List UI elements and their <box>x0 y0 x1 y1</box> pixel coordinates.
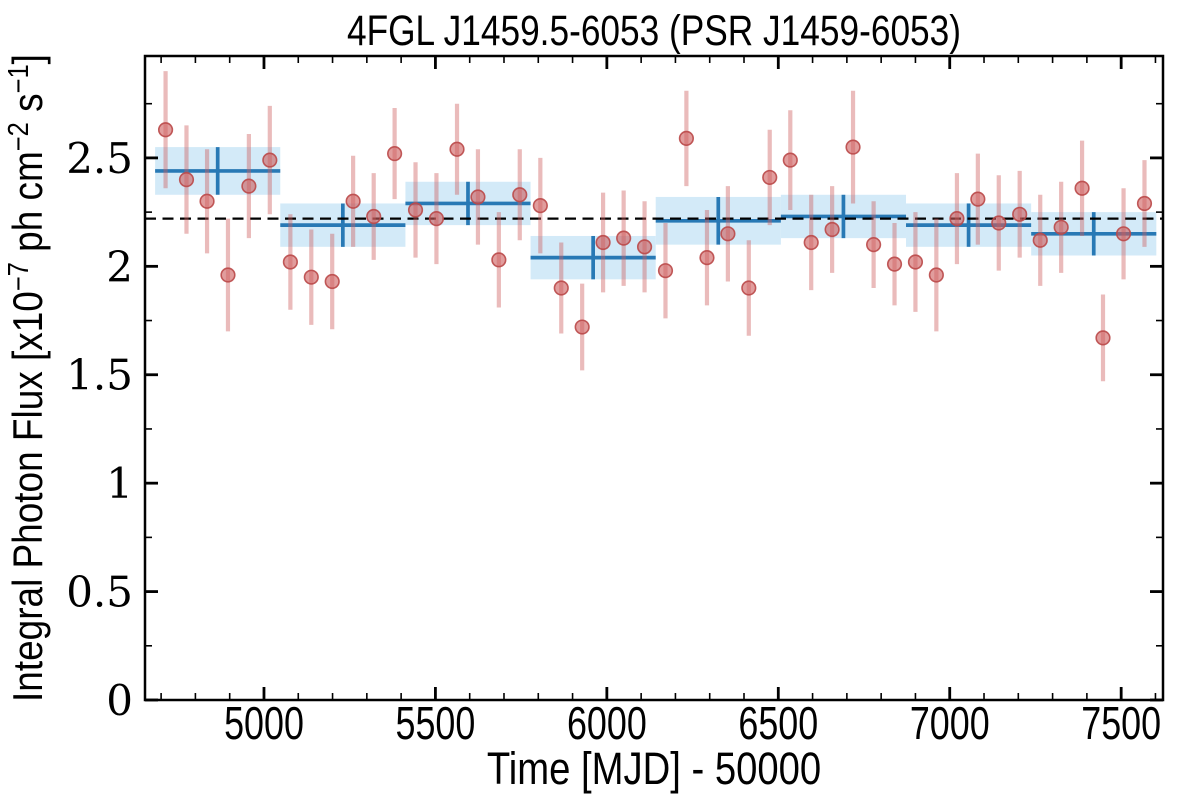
plot-frame <box>143 54 1165 702</box>
flux-point-marker <box>262 152 278 168</box>
flux-point-marker <box>345 193 361 209</box>
yearly-bin-lines-layer <box>155 147 1157 280</box>
flux-point-marker <box>1074 180 1090 196</box>
x-tick-label: 7000 <box>910 698 990 749</box>
flux-point-marker <box>595 234 611 251</box>
flux-point-marker <box>907 254 924 270</box>
flux-point-marker <box>699 250 715 266</box>
flux-point-marker <box>782 152 798 168</box>
x-axis-label: Time [MJD] - 50000 <box>487 743 821 794</box>
y-tick-label: 1.5 <box>66 351 133 400</box>
flux-point-marker <box>866 237 882 253</box>
y-tick-label: 0 <box>106 676 133 725</box>
flux-point-marker <box>845 139 861 155</box>
flux-point-marker <box>991 215 1007 231</box>
flux-point-marker <box>241 178 257 194</box>
y-tick-label: 2 <box>106 242 133 291</box>
flux-points-layer <box>157 122 1153 346</box>
flux-point-marker <box>1053 219 1069 235</box>
flux-point-marker <box>1095 330 1111 346</box>
flux-point-marker <box>762 169 778 186</box>
flux-point-marker <box>428 211 445 227</box>
y-axis-label: Integral Photon Flux [x10−7 ph cm−2 s−1] <box>1 54 51 702</box>
chart-title: 4FGL J1459.5-6053 (PSR J1459-6053) <box>347 7 961 55</box>
flux-point-marker <box>949 211 965 227</box>
y-axis-label-text: ph cm <box>5 151 52 262</box>
flux-point-marker <box>1136 195 1153 212</box>
flux-point-marker <box>532 198 548 214</box>
y-axis-label-text: ] <box>5 54 52 64</box>
x-tick-label: 6000 <box>567 698 647 749</box>
y-tick-label: 0.5 <box>66 568 133 617</box>
flux-point-marker <box>1012 206 1028 222</box>
y-tick-label: 2.5 <box>66 134 133 183</box>
flux-point-marker <box>407 202 424 218</box>
flux-point-marker <box>220 267 236 283</box>
y-axis-label-text: s <box>5 93 52 122</box>
tick-labels-layer: 5000 5500 6000 6500 7000 7500 0 0.5 1 1.5 2 2.5 <box>66 134 1161 749</box>
y-axis-label-superscript: −2 <box>1 122 34 151</box>
flux-point-marker <box>970 191 986 207</box>
x-tick-label: 5500 <box>396 698 476 749</box>
y-tick-label: 1 <box>106 459 133 508</box>
y-axis-label-superscript: −1 <box>1 64 34 93</box>
y-axis-label-superscript: −7 <box>1 262 34 291</box>
x-tick-label: 6500 <box>738 698 818 749</box>
flux-point-marker <box>553 280 569 296</box>
flux-point-marker <box>803 234 819 251</box>
flux-point-marker <box>657 263 674 279</box>
flux-point-marker <box>303 269 319 285</box>
flux-point-marker <box>616 230 632 246</box>
axis-ticks-layer <box>145 56 1163 702</box>
flux-point-marker <box>574 319 590 335</box>
flux-point-marker <box>928 267 944 283</box>
flux-point-marker <box>824 221 840 238</box>
flux-point-marker <box>636 239 653 255</box>
y-axis-label-text: Integral Photon Flux [x10 <box>5 291 52 702</box>
flux-point-marker <box>387 145 403 162</box>
flux-point-marker <box>470 189 486 205</box>
flux-point-marker <box>449 141 465 157</box>
flux-point-marker <box>157 122 174 138</box>
x-tick-label: 5000 <box>224 698 304 749</box>
flux-point-marker <box>366 208 382 225</box>
yearly-bin-bands-layer <box>155 147 1157 280</box>
flux-point-marker <box>678 130 695 146</box>
flux-point-marker <box>199 193 215 209</box>
flux-point-marker <box>1032 232 1048 248</box>
flux-point-marker <box>512 187 528 203</box>
flux-point-marker <box>324 273 340 290</box>
flux-point-marker <box>886 256 903 272</box>
flux-point-marker <box>741 280 757 296</box>
x-tick-label: 7500 <box>1081 698 1161 749</box>
flux-point-marker <box>282 254 298 270</box>
flux-point-marker <box>491 252 507 268</box>
flux-point-marker <box>178 171 195 188</box>
flux-point-marker <box>1115 226 1132 242</box>
flux-point-marker <box>720 226 736 242</box>
